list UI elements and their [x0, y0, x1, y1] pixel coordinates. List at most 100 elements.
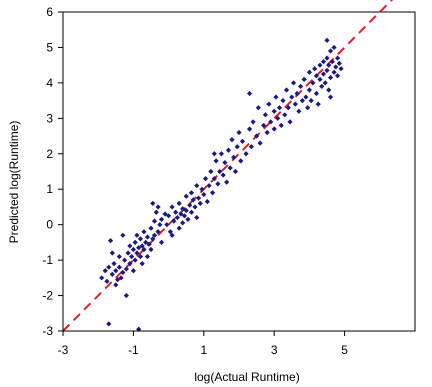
- data-point: [331, 44, 337, 51]
- data-point: [180, 206, 186, 212]
- data-point: [127, 261, 133, 267]
- y-tick-label: 2: [46, 147, 53, 161]
- data-point: [127, 243, 133, 249]
- data-point: [315, 101, 321, 107]
- data-point: [320, 59, 327, 65]
- data-point: [324, 67, 330, 74]
- data-point: [294, 90, 300, 97]
- data-point: [271, 108, 277, 114]
- data-point: [285, 105, 291, 111]
- data-point: [151, 218, 158, 224]
- data-point: [155, 229, 161, 235]
- data-point: [132, 257, 138, 263]
- data-point: [190, 197, 196, 203]
- data-point: [324, 37, 330, 43]
- data-point: [204, 199, 210, 205]
- data-point: [334, 55, 341, 61]
- data-point: [310, 80, 316, 86]
- data-point: [282, 112, 288, 118]
- y-tick-label: -1: [42, 253, 53, 267]
- data-point: [194, 183, 200, 189]
- axes: [62, 12, 415, 332]
- data-point: [215, 181, 221, 187]
- data-point: [210, 190, 216, 196]
- data-point: [329, 59, 335, 65]
- data-point: [296, 108, 302, 114]
- data-point: [229, 137, 235, 143]
- data-point: [139, 243, 145, 249]
- data-point: [313, 73, 320, 79]
- data-point: [111, 261, 117, 267]
- data-point: [292, 101, 298, 107]
- data-point: [137, 253, 144, 260]
- data-point: [192, 204, 198, 210]
- data-point: [327, 94, 334, 100]
- x-axis-ticks: -3 -1 1 3 5: [58, 331, 348, 357]
- data-point: [239, 138, 246, 144]
- data-point: [122, 257, 128, 263]
- data-point: [176, 225, 182, 231]
- x-tick-label: 1: [200, 343, 207, 357]
- data-point: [113, 268, 119, 274]
- data-point: [234, 144, 240, 150]
- data-point: [136, 245, 142, 251]
- x-tick-label: -1: [128, 343, 139, 357]
- data-point: [283, 87, 290, 93]
- data-point: [158, 216, 165, 222]
- data-point: [211, 151, 217, 157]
- data-point: [123, 292, 129, 299]
- data-point: [271, 126, 277, 132]
- data-point: [181, 213, 188, 219]
- data-point: [308, 98, 314, 104]
- data-point: [199, 186, 205, 192]
- data-point: [157, 222, 163, 228]
- data-point: [227, 165, 233, 171]
- data-point: [334, 73, 341, 79]
- data-point: [120, 232, 126, 238]
- data-point: [336, 60, 342, 66]
- data-point: [125, 250, 131, 256]
- data-point: [331, 69, 337, 75]
- data-point: [162, 211, 168, 217]
- data-point: [254, 133, 260, 139]
- data-point: [155, 204, 161, 210]
- y-tick-label: -2: [42, 289, 53, 303]
- data-point: [180, 220, 186, 226]
- y-tick-label: 3: [46, 111, 53, 125]
- data-point: [257, 140, 263, 146]
- data-point: [202, 175, 209, 182]
- data-point: [250, 119, 256, 125]
- data-point: [183, 193, 189, 199]
- data-point: [150, 236, 156, 242]
- data-point: [197, 200, 203, 206]
- data-point: [164, 222, 170, 228]
- data-point: [327, 74, 334, 81]
- data-point: [246, 126, 253, 132]
- data-point: [266, 101, 272, 107]
- data-point: [213, 158, 219, 164]
- data-point: [130, 246, 136, 253]
- data-point: [174, 214, 180, 221]
- data-point: [141, 246, 147, 253]
- y-tick-label: 4: [46, 76, 53, 90]
- data-point: [144, 253, 151, 260]
- data-point: [187, 202, 193, 208]
- data-point: [232, 168, 239, 175]
- data-point: [169, 204, 175, 210]
- data-point: [148, 246, 154, 253]
- data-point: [217, 168, 223, 175]
- data-point: [169, 232, 175, 238]
- data-point: [139, 261, 145, 267]
- data-point: [146, 241, 152, 247]
- data-point: [280, 98, 286, 104]
- data-point: [166, 213, 172, 219]
- x-tick-label: 5: [341, 343, 348, 357]
- data-point: [102, 268, 108, 274]
- data-point: [320, 71, 327, 77]
- data-point: [104, 278, 110, 284]
- data-point: [211, 175, 217, 182]
- data-point: [167, 229, 173, 235]
- data-point: [306, 69, 312, 75]
- data-point: [268, 119, 274, 125]
- data-point: [107, 238, 114, 244]
